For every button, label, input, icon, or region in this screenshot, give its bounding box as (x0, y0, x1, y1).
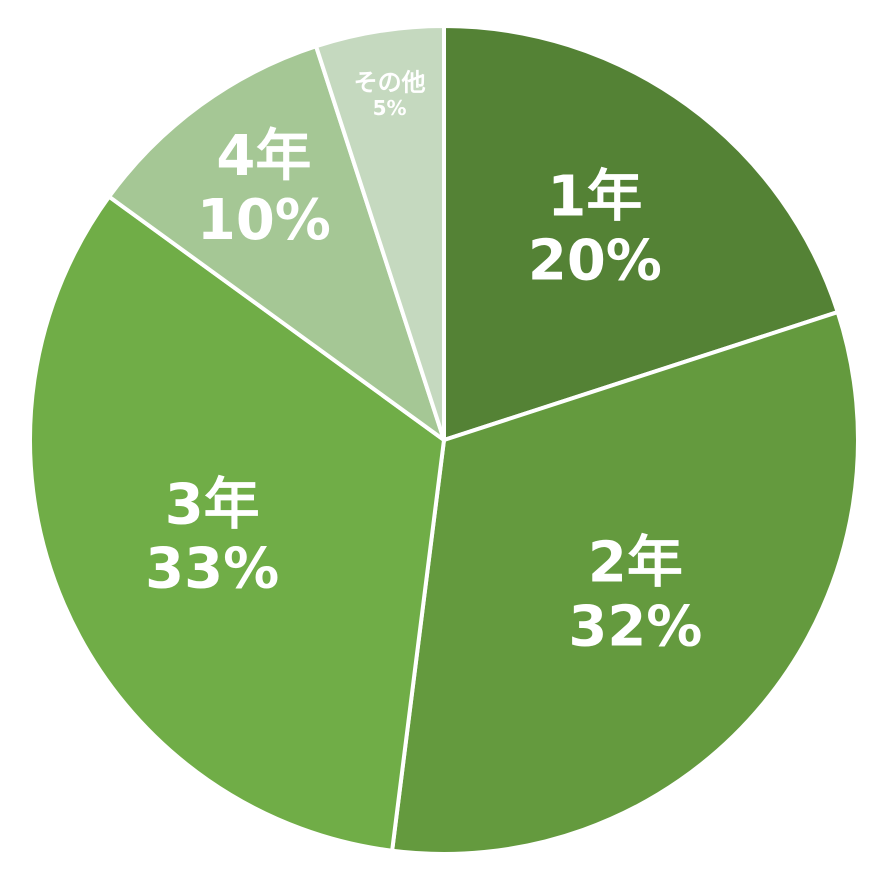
slice-value-label: 10% (197, 188, 331, 253)
slices-layer (28, 24, 860, 856)
slice-name-label: 3年 (165, 472, 260, 537)
pie-slice (314, 24, 446, 442)
pie-slice (390, 310, 860, 856)
pie-slice (107, 44, 446, 442)
slice-name-label: その他 (354, 69, 426, 97)
slice-value-label: 20% (528, 228, 662, 293)
pie-slice (442, 24, 840, 442)
pie-slice (28, 194, 446, 853)
slice-value-label: 33% (145, 536, 279, 601)
slice-name-label: 2年 (588, 530, 683, 595)
slice-name-label: 4年 (216, 124, 311, 189)
slice-value-label: 5% (373, 96, 407, 120)
slice-name-label: 1年 (547, 164, 642, 229)
slice-value-label: 32% (568, 594, 702, 659)
